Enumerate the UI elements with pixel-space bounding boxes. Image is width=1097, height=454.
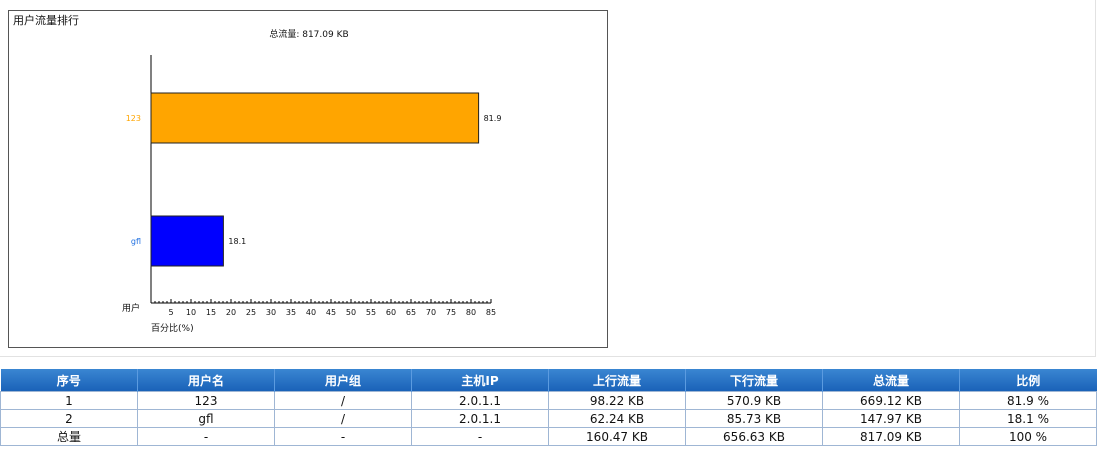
chart-panel: 用户流量排行 总流量: 817.09 KB 5 10 15 20 25 30 35 40 45 50… — [0, 0, 1096, 357]
cell-usergroup: / — [274, 391, 412, 410]
bar-123 — [150, 92, 480, 144]
header-usergroup: 用户组 — [274, 369, 412, 392]
cell-usergroup: - — [274, 427, 412, 446]
header-total: 总流量 — [822, 369, 960, 392]
bar-value-label: 81.9 — [484, 114, 502, 123]
x-tick-label: 75 — [446, 308, 456, 317]
x-tick-label: 25 — [246, 308, 256, 317]
header-upstream: 上行流量 — [548, 369, 686, 392]
chart-frame: 用户流量排行 总流量: 817.09 KB 5 10 15 20 25 30 35 40 45 50… — [8, 10, 608, 348]
x-tick-label: 5 — [168, 308, 173, 317]
cell-host-ip: 2.0.1.1 — [411, 409, 549, 428]
traffic-table-wrap: 序号 用户名 用户组 主机IP 上行流量 下行流量 总流量 比例 1 123 /… — [0, 369, 1097, 446]
cell-usergroup: / — [274, 409, 412, 428]
x-tick-label: 10 — [186, 308, 196, 317]
cell-downstream: 570.9 KB — [685, 391, 823, 410]
header-index: 序号 — [0, 369, 138, 392]
cell-index: 1 — [0, 391, 138, 410]
table-row: 1 123 / 2.0.1.1 98.22 KB 570.9 KB 669.12… — [0, 391, 1097, 410]
x-tick-label: 50 — [346, 308, 356, 317]
table-header-row: 序号 用户名 用户组 主机IP 上行流量 下行流量 总流量 比例 — [0, 369, 1097, 392]
header-username: 用户名 — [137, 369, 275, 392]
cell-total: 669.12 KB — [822, 391, 960, 410]
cell-total: 817.09 KB — [822, 427, 960, 446]
bar-chart: 总流量: 817.09 KB 5 10 15 20 25 30 35 40 45 50 55 60 65 7… — [122, 28, 502, 334]
cell-index: 总量 — [0, 427, 138, 446]
x-tick-label: 30 — [266, 308, 276, 317]
table-row: 2 gfl / 2.0.1.1 62.24 KB 85.73 KB 147.97… — [0, 409, 1097, 428]
cell-host-ip: 2.0.1.1 — [411, 391, 549, 410]
x-axis-label: 百分比(%) — [151, 322, 194, 334]
cell-downstream: 85.73 KB — [685, 409, 823, 428]
table-total-row: 总量 - - - 160.47 KB 656.63 KB 817.09 KB 1… — [0, 427, 1097, 446]
cell-username: gfl — [137, 409, 275, 428]
x-tick-label: 70 — [426, 308, 436, 317]
cell-username: 123 — [137, 391, 275, 410]
x-tick-label: 45 — [326, 308, 336, 317]
bar-gfl — [150, 215, 224, 267]
cell-ratio: 18.1 % — [959, 409, 1097, 428]
header-ratio: 比例 — [959, 369, 1097, 392]
cell-ratio: 81.9 % — [959, 391, 1097, 410]
cell-upstream: 160.47 KB — [548, 427, 686, 446]
cell-index: 2 — [0, 409, 138, 428]
x-tick-label: 40 — [306, 308, 316, 317]
x-tick-label: 60 — [386, 308, 396, 317]
cell-upstream: 98.22 KB — [548, 391, 686, 410]
cell-upstream: 62.24 KB — [548, 409, 686, 428]
header-downstream: 下行流量 — [685, 369, 823, 392]
header-host-ip: 主机IP — [411, 369, 549, 392]
traffic-table: 序号 用户名 用户组 主机IP 上行流量 下行流量 总流量 比例 1 123 /… — [0, 369, 1097, 446]
cell-total: 147.97 KB — [822, 409, 960, 428]
cell-downstream: 656.63 KB — [685, 427, 823, 446]
cell-host-ip: - — [411, 427, 549, 446]
x-tick-label: 65 — [406, 308, 416, 317]
cell-ratio: 100 % — [959, 427, 1097, 446]
x-tick-label: 55 — [366, 308, 376, 317]
chart-corner-title: 用户流量排行 — [13, 14, 79, 27]
x-tick-label: 85 — [486, 308, 496, 317]
x-tick-label: 15 — [206, 308, 216, 317]
category-label: 123 — [126, 114, 141, 123]
x-tick-label: 20 — [226, 308, 236, 317]
category-label: gfl — [131, 237, 141, 246]
bar-value-label: 18.1 — [228, 237, 246, 246]
x-tick-label: 80 — [466, 308, 476, 317]
chart-title: 总流量: 817.09 KB — [269, 28, 348, 40]
x-tick-label: 35 — [286, 308, 296, 317]
cell-username: - — [137, 427, 275, 446]
y-axis-label: 用户 — [122, 302, 140, 314]
